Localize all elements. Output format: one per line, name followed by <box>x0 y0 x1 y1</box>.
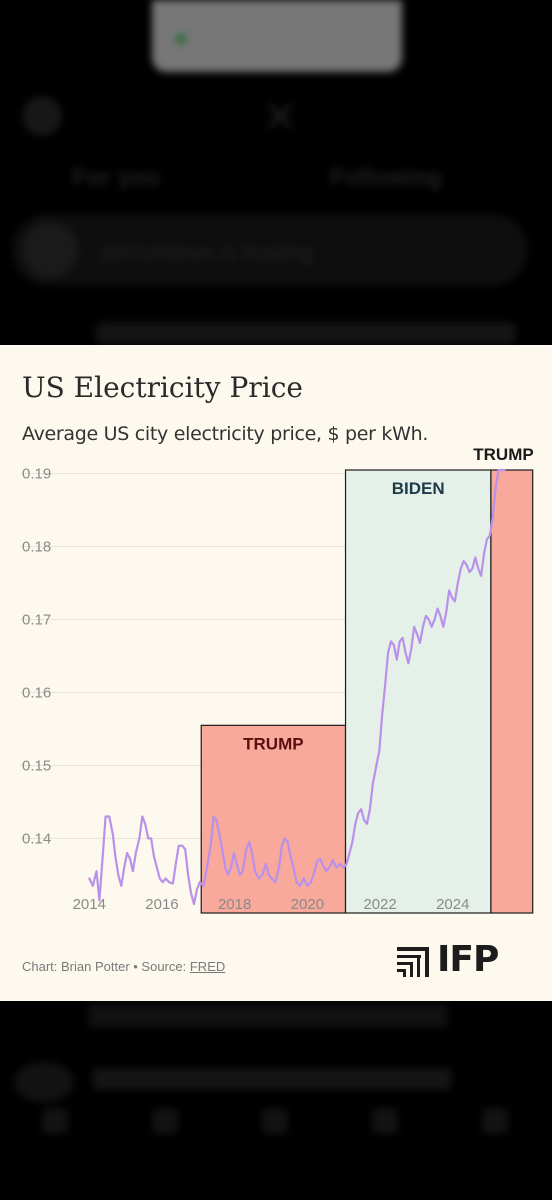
era-box <box>490 469 534 914</box>
x-tick-label: 2020 <box>291 896 324 913</box>
y-tick-label: 0.18 <box>22 539 51 556</box>
y-tick-label: 0.17 <box>22 612 51 629</box>
era-box <box>344 469 492 914</box>
era-label: TRUMP <box>243 734 303 753</box>
home-icon[interactable] <box>42 1108 68 1134</box>
y-tick-label: 0.19 <box>22 466 51 483</box>
post-header <box>96 322 516 344</box>
ifp-mark-icon <box>397 947 429 977</box>
next-post-avatar <box>14 1062 74 1102</box>
series-line <box>88 468 506 906</box>
x-tick-label: 2016 <box>145 896 178 913</box>
ifp-logo: IFP <box>395 939 525 981</box>
x-logo-icon: ✕ <box>262 92 299 143</box>
x-tick-label: 2014 <box>73 896 106 913</box>
spaces-banner-text: @FoxNews is hosting <box>100 240 314 265</box>
y-tick-label: 0.16 <box>22 685 51 702</box>
tab-for-you[interactable]: For you <box>72 164 160 191</box>
era-label: BIDEN <box>392 479 445 498</box>
chart-footer: Chart: Brian Potter • Source: FRED <box>22 959 225 974</box>
post-actions[interactable] <box>88 1004 448 1028</box>
source-link[interactable]: FRED <box>189 959 226 974</box>
tab-following[interactable]: Following <box>330 164 442 191</box>
era-box <box>200 724 347 914</box>
era-label: TRUMP <box>473 445 533 464</box>
search-icon[interactable] <box>152 1108 178 1134</box>
bottom-nav <box>0 1100 552 1144</box>
x-tick-label: 2024 <box>436 896 469 913</box>
chart-card[interactable]: US Electricity Price Average US city ele… <box>0 345 552 1001</box>
y-tick-label: 0.14 <box>22 830 51 847</box>
y-tick-label: 0.15 <box>22 757 51 774</box>
chart-title: US Electricity Price <box>22 371 303 404</box>
line-chart: 0.19 0.18 0.17 0.16 0.15 0.14 2014 2016 2018 2020… <box>20 445 534 914</box>
x-tick-label: 2022 <box>363 896 396 913</box>
logo-text: IFP <box>437 939 499 980</box>
notification-banner <box>152 0 402 72</box>
spaces-avatar <box>22 222 78 278</box>
notification-dot-icon <box>176 34 186 44</box>
x-tick-label: 2018 <box>218 896 251 913</box>
messages-icon[interactable] <box>482 1108 508 1134</box>
notifications-icon[interactable] <box>372 1108 398 1134</box>
chart-subtitle: Average US city electricity price, $ per… <box>22 423 429 445</box>
spaces-banner[interactable] <box>12 214 528 286</box>
next-post-header <box>92 1068 452 1090</box>
credit-text: Chart: Brian Potter • Source: <box>22 959 190 974</box>
profile-avatar[interactable] <box>22 96 62 136</box>
compose-icon[interactable] <box>262 1108 288 1134</box>
